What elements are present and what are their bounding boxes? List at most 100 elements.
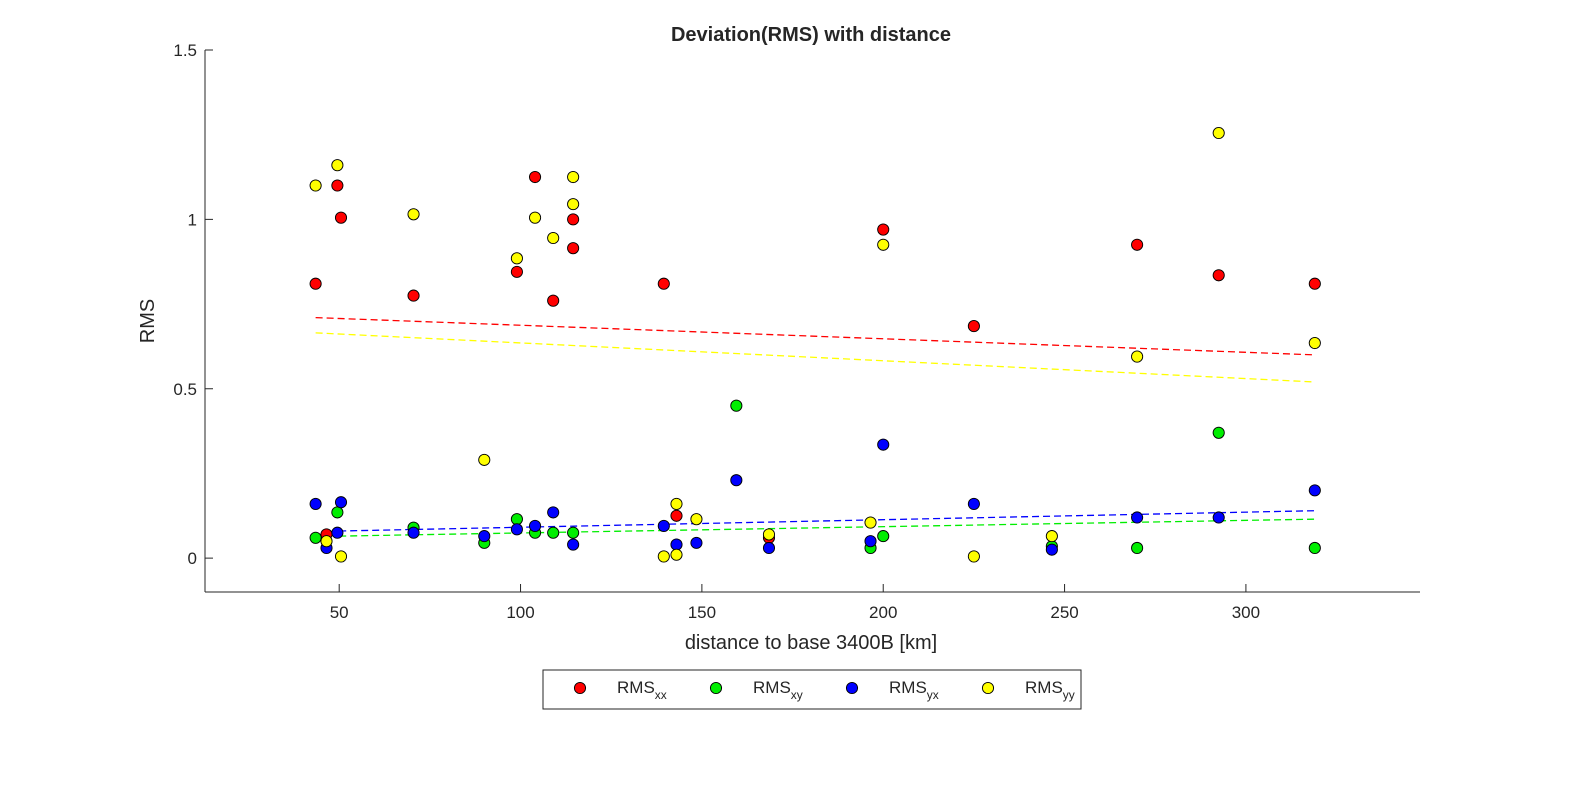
point-yy <box>510 252 523 265</box>
ticks: 50 100 150 200 250 300 0 0.5 1 1.5 <box>173 41 1260 622</box>
x-tick-label: 250 <box>1050 603 1078 622</box>
point-xx <box>510 265 523 278</box>
point-yx <box>510 523 523 536</box>
point-xy <box>331 506 344 519</box>
point-yy <box>967 550 980 563</box>
point-xy <box>1131 541 1144 555</box>
chart-title: Deviation(RMS) with distance <box>671 24 951 46</box>
point-yy <box>334 550 348 563</box>
point-xy <box>510 513 523 526</box>
point-xx <box>967 320 980 333</box>
point-yy <box>1308 336 1321 350</box>
point-yx <box>730 474 743 487</box>
legend-marker-yy <box>981 681 995 695</box>
point-xx <box>547 294 560 307</box>
point-yy <box>567 170 580 184</box>
point-xx <box>670 509 683 522</box>
y-tick-label: 1.5 <box>173 41 197 60</box>
point-xx <box>309 277 322 290</box>
y-tick-label: 0.5 <box>173 380 197 399</box>
legend-marker-xx <box>573 681 587 695</box>
x-tick-label: 200 <box>869 603 897 622</box>
point-yx <box>864 535 877 548</box>
point-yx <box>1212 511 1225 524</box>
point-xx <box>1308 277 1321 290</box>
point-yx <box>762 541 776 555</box>
trend-line-yy <box>315 332 1315 383</box>
y-tick-label: 0 <box>188 549 197 568</box>
x-tick-label: 50 <box>330 603 349 622</box>
point-yy <box>1045 530 1058 543</box>
point-xy <box>547 526 560 539</box>
legend-label-yx: RMSyx <box>889 678 939 702</box>
point-yx <box>567 538 580 551</box>
point-yx <box>967 497 980 510</box>
y-tick-label: 1 <box>188 210 197 229</box>
point-yx <box>1045 543 1058 556</box>
point-yy <box>478 453 491 466</box>
point-yy <box>567 198 580 211</box>
point-yx <box>547 506 560 519</box>
point-yx <box>877 438 890 451</box>
legend-label-yy: RMSyy <box>1025 678 1075 702</box>
point-yy <box>1131 350 1144 363</box>
point-yy <box>528 211 542 224</box>
point-xy <box>730 399 743 412</box>
plot-area <box>205 50 1420 592</box>
y-axis-label: RMS <box>137 299 159 343</box>
point-yy <box>657 550 670 563</box>
point-xx <box>567 213 580 226</box>
legend: RMSxx RMSxy RMSyx RMSyy <box>542 669 1082 710</box>
point-xx <box>1131 238 1144 251</box>
trend-lines <box>315 316 1315 537</box>
trend-line-yx <box>339 510 1315 532</box>
point-yy <box>309 179 322 192</box>
point-xy <box>1308 541 1321 555</box>
axes <box>204 50 1420 593</box>
point-yy <box>407 208 420 221</box>
legend-label-xy: RMSxy <box>753 678 803 702</box>
point-yx <box>478 530 491 543</box>
point-yx <box>690 536 703 549</box>
point-xy <box>1212 426 1225 439</box>
x-tick-label: 150 <box>688 603 716 622</box>
point-yy <box>762 528 776 541</box>
point-yy <box>690 513 703 526</box>
legend-label-xx: RMSxx <box>617 678 667 702</box>
point-xx <box>331 179 344 192</box>
x-tick-label: 100 <box>506 603 534 622</box>
point-yx <box>1131 511 1144 524</box>
point-yy <box>320 535 333 548</box>
legend-marker-xy <box>709 681 723 695</box>
trend-line-xy <box>339 518 1315 537</box>
point-yy <box>547 231 560 245</box>
point-yx <box>528 519 542 532</box>
point-xx <box>334 211 348 224</box>
legend-marker-yx <box>845 681 859 695</box>
point-yy <box>670 497 683 510</box>
point-yy <box>877 238 890 251</box>
point-xx <box>877 223 890 236</box>
point-yx <box>331 526 344 539</box>
point-yx <box>1308 484 1321 497</box>
point-yx <box>407 526 420 539</box>
trend-line-xx <box>315 316 1315 356</box>
data-points <box>309 126 1321 563</box>
point-xx <box>657 277 670 290</box>
point-xx <box>407 289 420 302</box>
point-xy <box>309 531 322 544</box>
point-xx <box>1212 269 1225 282</box>
point-xy <box>877 530 890 543</box>
point-yx <box>670 538 683 551</box>
x-tick-label: 300 <box>1232 603 1260 622</box>
point-xx <box>567 242 580 255</box>
point-yx <box>334 496 348 509</box>
point-yx <box>309 497 322 510</box>
point-yy <box>331 159 344 172</box>
x-axis-label: distance to base 3400B [km] <box>685 632 937 654</box>
point-yy <box>1212 126 1225 140</box>
point-xy <box>567 526 580 539</box>
legend-entries: RMSxx RMSxy RMSyx RMSyy <box>573 678 1075 702</box>
point-yy <box>864 516 877 529</box>
